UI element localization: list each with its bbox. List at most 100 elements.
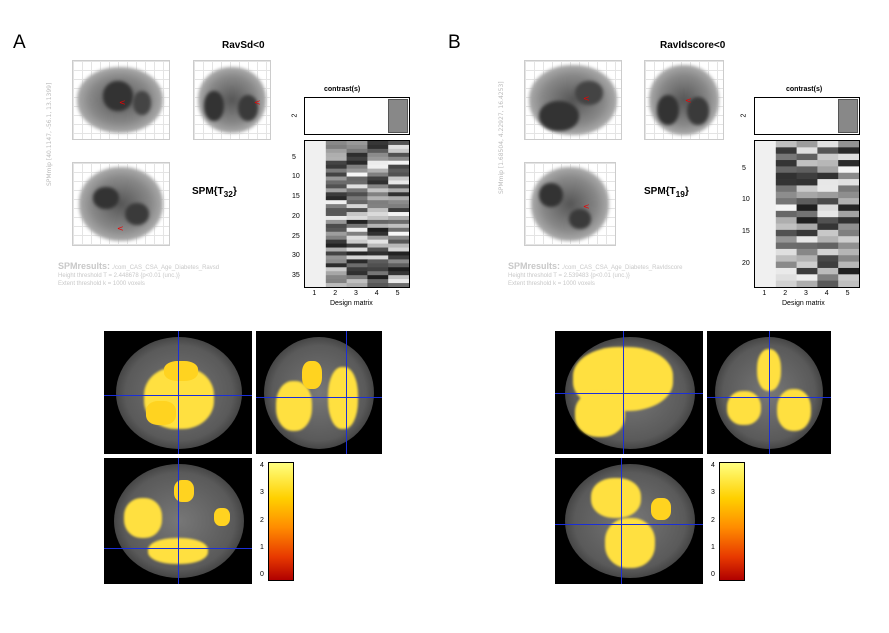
design-matrix-cell: [367, 160, 389, 166]
design-matrix-cell: [346, 144, 368, 150]
design-matrix-row-tick: 20: [292, 212, 300, 220]
design-matrix-cell: [325, 283, 348, 287]
design-matrix-cell: [796, 255, 818, 263]
design-matrix-cell: [367, 168, 389, 174]
design-matrix-cell: [346, 283, 368, 287]
design-matrix-cell: [305, 152, 327, 158]
design-matrix-cell: [305, 219, 327, 225]
design-matrix-cell: [367, 164, 389, 170]
design-matrix-cell: [325, 271, 348, 276]
design-matrix-cell: [367, 176, 389, 181]
design-matrix-cell: [796, 141, 818, 148]
design-matrix-cell: [325, 223, 348, 229]
design-matrix-cell: [796, 185, 818, 193]
design-matrix-cell: [367, 235, 389, 241]
design-matrix-cell: [775, 160, 798, 167]
design-matrix-cell: [367, 259, 389, 264]
design-matrix-cell: [838, 229, 859, 237]
design-matrix-cell: [388, 156, 409, 162]
design-matrix-cell: [388, 208, 409, 213]
design-matrix-cell: [346, 271, 368, 276]
design-matrix-cell: [346, 192, 368, 197]
design-matrix-cell: [367, 227, 389, 233]
design-matrix-cell: [838, 185, 859, 193]
design-matrix-cell: [775, 242, 798, 250]
design-matrix-cell: [325, 176, 348, 181]
design-matrix-cell: [838, 210, 859, 218]
sagittal-slice-a: [104, 331, 252, 454]
design-matrix-cell: [367, 279, 389, 284]
design-matrix-cell: [305, 200, 327, 205]
design-matrix-cell: [775, 198, 798, 205]
design-matrix-cell: [305, 275, 327, 280]
design-matrix-cell: [755, 242, 777, 250]
design-matrix-cell: [325, 212, 348, 217]
design-matrix-cell: [817, 141, 839, 148]
design-matrix-cell: [838, 160, 859, 167]
spm-statistic-label-a: SPM{T32}: [192, 186, 237, 199]
design-matrix-cell: [325, 180, 348, 185]
design-matrix-cell: [346, 200, 368, 205]
design-matrix-cell: [325, 263, 348, 268]
design-matrix-label-b: Design matrix: [782, 300, 825, 307]
design-matrix-row-tick: 10: [742, 196, 750, 204]
design-matrix-col-tick: 4: [374, 290, 379, 297]
design-matrix-cell: [796, 229, 818, 237]
design-matrix-cell: [775, 280, 798, 287]
design-matrix-cell: [325, 239, 348, 245]
colorbar-tick: 1: [260, 543, 264, 551]
design-matrix-cell: [305, 235, 327, 241]
design-matrix-cell: [388, 200, 409, 205]
design-matrix-cell: [796, 217, 818, 225]
design-matrix-cell: [796, 223, 818, 231]
colorbar-a: [268, 462, 294, 581]
design-matrix-cell: [346, 160, 368, 166]
design-matrix-cell: [346, 235, 368, 241]
design-matrix-cell: [796, 204, 818, 212]
design-matrix-cell: [325, 141, 348, 146]
design-matrix-col-tick: 2: [333, 290, 338, 297]
colorbar-tick: 0: [260, 571, 264, 578]
design-matrix-cell: [838, 191, 859, 199]
design-matrix-cell: [755, 210, 777, 218]
results-footer-b: SPMresults: ./com_CAS_CSA_Age_Diabetes_R…: [508, 261, 683, 288]
design-matrix-cell: [346, 267, 368, 272]
design-matrix-cell: [367, 231, 389, 237]
design-matrix-cell: [817, 179, 839, 186]
design-matrix-cell: [305, 180, 327, 185]
design-matrix-cell: [346, 239, 368, 245]
contrast-vector-b: [754, 97, 860, 135]
design-matrix-cell: [755, 267, 777, 275]
panel-letter-a: A: [13, 32, 26, 53]
design-matrix-cell: [305, 263, 327, 268]
design-matrix-cell: [367, 192, 389, 197]
design-matrix-cell: [838, 179, 859, 186]
design-matrix-cell: [775, 185, 798, 193]
design-matrix-cell: [388, 148, 409, 154]
design-matrix-cell: [796, 267, 818, 275]
design-matrix-cell: [817, 261, 839, 269]
design-matrix-cell: [325, 164, 348, 170]
design-matrix-cell: [346, 227, 368, 233]
design-matrix-cell: [367, 196, 389, 201]
design-matrix-cell: [367, 180, 389, 185]
design-matrix-cell: [325, 152, 348, 158]
design-matrix-cell: [755, 191, 777, 199]
design-matrix-cell: [325, 247, 348, 252]
design-matrix-cell: [325, 219, 348, 225]
design-matrix-cell: [325, 168, 348, 174]
design-matrix-cell: [305, 192, 327, 197]
design-matrix-cell: [305, 144, 327, 150]
design-matrix-cell: [817, 217, 839, 225]
design-matrix-cell: [817, 267, 839, 275]
design-matrix-cell: [775, 267, 798, 275]
contrast-label-b: contrast(s): [786, 86, 823, 93]
design-matrix-cell: [388, 255, 409, 260]
design-matrix-cell: [388, 196, 409, 201]
design-matrix-cell: [346, 141, 368, 146]
design-matrix-col-tick: 5: [845, 290, 850, 297]
design-matrix-cell: [775, 255, 798, 263]
design-matrix-cell: [305, 156, 327, 162]
design-matrix-row-tick: 10: [292, 173, 300, 181]
design-matrix-cell: [755, 153, 777, 161]
